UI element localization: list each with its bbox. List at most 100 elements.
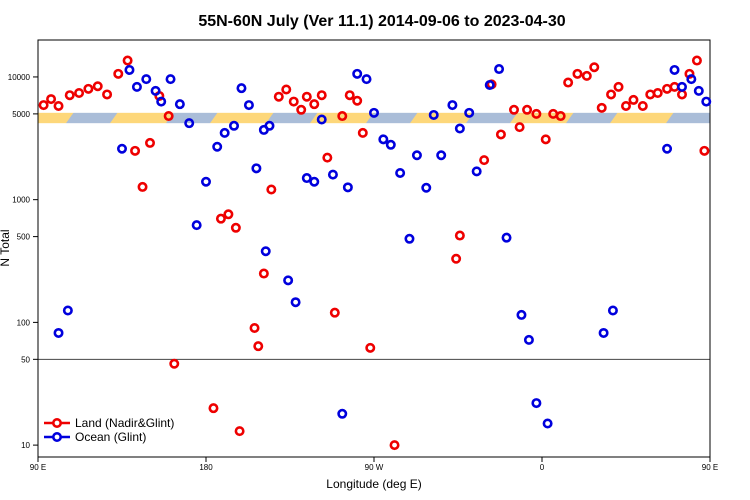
data-point bbox=[46, 94, 57, 105]
data-point bbox=[607, 305, 618, 316]
legend-marker bbox=[51, 431, 62, 442]
data-point bbox=[652, 87, 663, 98]
data-point bbox=[316, 114, 327, 125]
data-point bbox=[389, 440, 400, 451]
data-point bbox=[691, 55, 702, 66]
data-point bbox=[74, 87, 85, 98]
data-point bbox=[122, 55, 133, 66]
data-point bbox=[215, 213, 226, 224]
legend-label: Ocean (Glint) bbox=[75, 430, 146, 444]
data-point bbox=[693, 85, 704, 96]
data-point bbox=[479, 155, 490, 166]
data-point bbox=[124, 64, 135, 75]
x-tick-label: 90 W bbox=[365, 463, 384, 472]
y-tick-label: 500 bbox=[17, 233, 31, 242]
data-point bbox=[38, 100, 49, 111]
data-point bbox=[266, 184, 277, 195]
data-point bbox=[62, 305, 73, 316]
data-point bbox=[531, 108, 542, 119]
data-point bbox=[523, 334, 534, 345]
data-point bbox=[365, 342, 376, 353]
data-point bbox=[531, 398, 542, 409]
data-point bbox=[404, 233, 415, 244]
data-point bbox=[395, 167, 406, 178]
data-point bbox=[662, 143, 673, 154]
data-point bbox=[368, 107, 379, 118]
data-point bbox=[522, 104, 533, 115]
data-point bbox=[352, 95, 363, 106]
data-point bbox=[337, 408, 348, 419]
data-point bbox=[229, 120, 240, 131]
data-point bbox=[540, 134, 551, 145]
data-point bbox=[563, 77, 574, 88]
data-point bbox=[676, 81, 687, 92]
data-point bbox=[454, 123, 465, 134]
data-point bbox=[281, 84, 292, 95]
data-point bbox=[378, 134, 389, 145]
y-tick-label: 1000 bbox=[12, 196, 30, 205]
x-axis-ticks: 90 E 180 90 W 0 90 E bbox=[30, 457, 718, 472]
data-point bbox=[169, 358, 180, 369]
data-point bbox=[454, 230, 465, 241]
data-point bbox=[471, 166, 482, 177]
data-point bbox=[494, 64, 505, 75]
data-point bbox=[645, 89, 656, 100]
data-point bbox=[92, 81, 103, 92]
data-point bbox=[514, 122, 525, 133]
data-point bbox=[699, 145, 710, 156]
data-point bbox=[344, 90, 355, 101]
data-point bbox=[637, 100, 648, 111]
y-tick-label: 10 bbox=[21, 441, 30, 450]
data-point bbox=[589, 62, 600, 73]
data-point bbox=[451, 253, 462, 264]
data-point bbox=[219, 127, 230, 138]
data-point bbox=[411, 150, 422, 161]
data-point bbox=[234, 426, 245, 437]
x-tick-label: 90 E bbox=[30, 463, 46, 472]
data-point bbox=[208, 403, 219, 414]
data-point bbox=[361, 74, 372, 85]
y-axis-ticks: 10 50 100 500 1000 5000 10000 bbox=[8, 73, 38, 450]
data-point bbox=[385, 139, 396, 150]
legend-label: Land (Nadir&Glint) bbox=[75, 416, 174, 430]
data-point bbox=[357, 127, 368, 138]
data-point bbox=[174, 99, 185, 110]
data-point bbox=[230, 222, 241, 233]
data-point bbox=[201, 176, 212, 187]
data-point bbox=[223, 209, 234, 220]
data-point bbox=[606, 89, 617, 100]
y-tick-label: 10000 bbox=[8, 73, 31, 82]
y-tick-label: 5000 bbox=[12, 110, 30, 119]
data-point bbox=[64, 90, 75, 101]
data-point bbox=[628, 94, 639, 105]
data-point bbox=[163, 111, 174, 122]
data-point bbox=[243, 100, 254, 111]
data-point bbox=[288, 96, 299, 107]
data-point bbox=[316, 90, 327, 101]
x-tick-label: 0 bbox=[540, 463, 545, 472]
data-point bbox=[464, 107, 475, 118]
data-point bbox=[495, 129, 506, 140]
data-point bbox=[337, 111, 348, 122]
data-point bbox=[684, 68, 695, 79]
data-point bbox=[301, 173, 312, 184]
data-point bbox=[686, 74, 697, 85]
data-point bbox=[322, 152, 333, 163]
data-points bbox=[38, 55, 712, 451]
data-point bbox=[669, 64, 680, 75]
x-tick-label: 180 bbox=[199, 463, 213, 472]
data-point bbox=[555, 111, 566, 122]
data-point bbox=[581, 70, 592, 81]
data-point bbox=[273, 91, 284, 102]
data-point bbox=[428, 109, 439, 120]
series-ocean bbox=[53, 64, 712, 429]
data-point bbox=[484, 79, 495, 90]
y-axis-label: N Total bbox=[0, 229, 12, 266]
data-point bbox=[342, 182, 353, 193]
data-point bbox=[156, 96, 167, 107]
data-point bbox=[251, 163, 262, 174]
data-point bbox=[542, 418, 553, 429]
data-point bbox=[102, 89, 113, 100]
data-point bbox=[150, 85, 161, 96]
